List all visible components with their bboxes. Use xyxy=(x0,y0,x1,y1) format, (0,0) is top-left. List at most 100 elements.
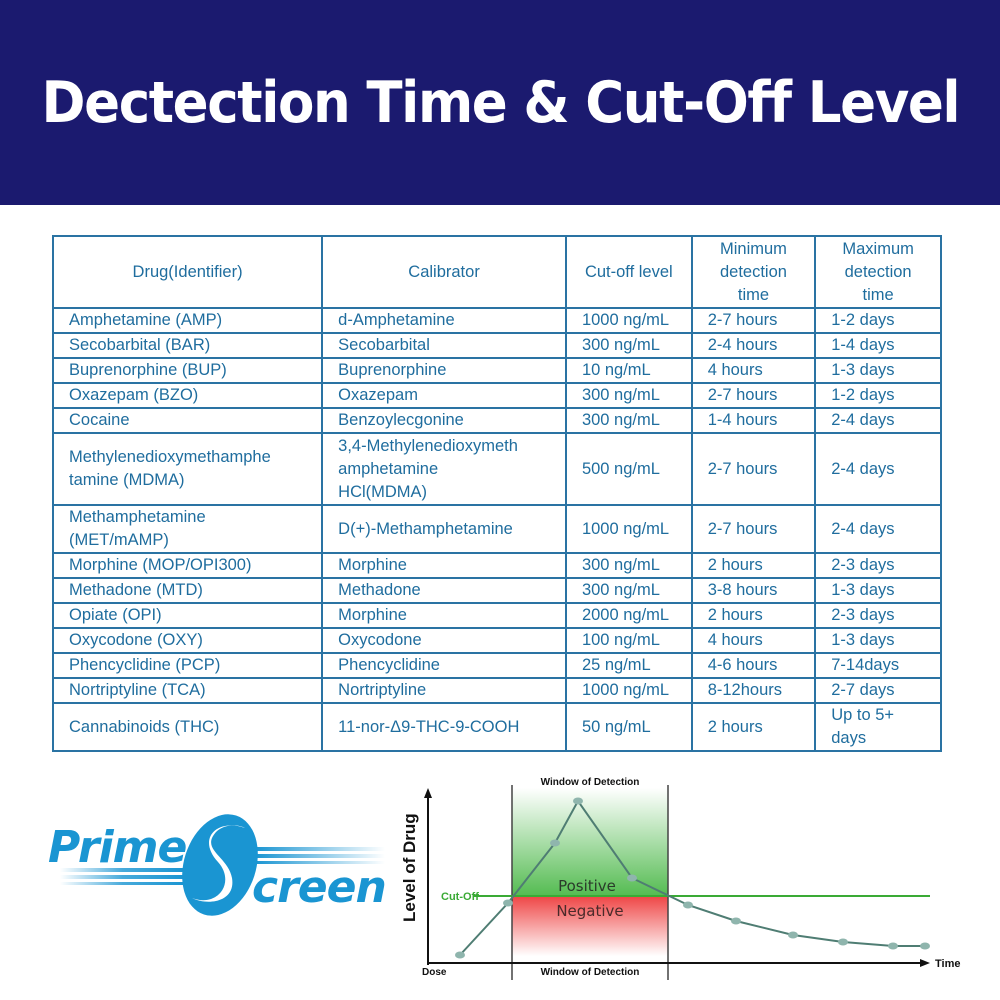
cell-drug: Nortriptyline (TCA) xyxy=(51,677,324,704)
cell-cutoff: 300 ng/mL xyxy=(564,332,693,359)
cell-cutoff: 1000 ng/mL xyxy=(564,677,693,704)
table-header-row: Drug(Identifier) Calibrator Cut-off leve… xyxy=(51,235,942,309)
y-axis-arrow-icon xyxy=(424,788,432,798)
cell-drug: Oxycodone (OXY) xyxy=(51,627,324,654)
cell-max: 1-4 days xyxy=(814,332,942,359)
negative-label: Negative xyxy=(556,902,623,920)
cell-cutoff: 300 ng/mL xyxy=(564,552,693,579)
logo-word-creen: creen xyxy=(252,862,386,913)
cell-drug: Amphetamine (AMP) xyxy=(51,307,324,334)
table-row: Buprenorphine (BUP) Buprenorphine 10 ng/… xyxy=(51,357,942,384)
cell-min: 4 hours xyxy=(690,627,817,654)
cell-max: 1-3 days xyxy=(814,577,942,604)
cell-max: 2-3 days xyxy=(814,602,942,629)
cell-min: 2 hours xyxy=(690,552,817,579)
cell-min: 2-4 hours xyxy=(690,332,817,359)
cell-calibrator: Benzoylecgonine xyxy=(321,407,567,434)
cell-max: 2-4 days xyxy=(814,407,942,434)
cell-cutoff: 50 ng/mL xyxy=(564,702,693,752)
cell-max: 2-4 days xyxy=(814,432,942,506)
header-line: time xyxy=(737,285,770,304)
cell-drug: Cocaine xyxy=(51,407,324,434)
cell-max: 1-3 days xyxy=(814,627,942,654)
negative-region xyxy=(512,896,668,956)
cell-min: 3-8 hours xyxy=(690,577,817,604)
cell-cutoff: 300 ng/mL xyxy=(564,577,693,604)
cell-cutoff: 1000 ng/mL xyxy=(564,307,693,334)
header-line: Minimum xyxy=(720,239,787,258)
header-line: detection xyxy=(844,262,912,281)
column-header-min-detection: Minimum detection time xyxy=(690,235,817,309)
column-header-drug: Drug(Identifier) xyxy=(51,235,324,309)
cell-calibrator: Secobarbital xyxy=(321,332,567,359)
table-row: Secobarbital (BAR) Secobarbital 300 ng/m… xyxy=(51,332,942,359)
cell-line: amphetamine xyxy=(338,459,439,478)
window-label-top: Window of Detection xyxy=(541,777,640,788)
cell-max: 1-3 days xyxy=(814,357,942,384)
cell-line: Methylenedioxymethamphe xyxy=(69,448,271,466)
cell-drug: Morphine (MOP/OPI300) xyxy=(51,552,324,579)
time-axis-label: Time xyxy=(935,958,960,970)
cell-min: 2-7 hours xyxy=(690,307,817,334)
table-row: Morphine (MOP/OPI300) Morphine 300 ng/mL… xyxy=(51,552,942,579)
cell-min: 8-12hours xyxy=(690,677,817,704)
cell-min: 4-6 hours xyxy=(690,652,817,679)
cell-min: 2 hours xyxy=(690,602,817,629)
header-line: time xyxy=(862,285,894,304)
cell-calibrator: Oxazepam xyxy=(321,382,567,409)
cell-cutoff: 1000 ng/mL xyxy=(564,504,693,554)
cutoff-label: Cut-Off xyxy=(441,891,479,903)
x-axis-arrow-icon xyxy=(920,959,930,967)
cell-calibrator: Buprenorphine xyxy=(321,357,567,384)
cell-line: Methamphetamine xyxy=(69,508,206,526)
cell-drug: Secobarbital (BAR) xyxy=(51,332,324,359)
positive-region xyxy=(512,788,668,896)
table-row: Methadone (MTD) Methadone 300 ng/mL 3-8 … xyxy=(51,577,942,604)
table-row: Methylenedioxymethamphe tamine (MDMA) 3,… xyxy=(51,432,942,506)
cell-calibrator: D(+)-Methamphetamine xyxy=(321,504,567,554)
table-row: Cannabinoids (THC) 11-nor-Δ9-THC-9-COOH … xyxy=(51,702,942,752)
table-row: Cocaine Benzoylecgonine 300 ng/mL 1-4 ho… xyxy=(51,407,942,434)
dose-label: Dose xyxy=(422,967,447,978)
cell-min: 1-4 hours xyxy=(690,407,817,434)
cell-min: 2-7 hours xyxy=(690,432,817,506)
header-line: Maximum xyxy=(842,239,914,258)
cell-cutoff: 10 ng/mL xyxy=(564,357,693,384)
cell-max: 7-14days xyxy=(814,652,942,679)
cell-drug: Opiate (OPI) xyxy=(51,602,324,629)
cell-calibrator: 3,4-Methylenedioxymeth amphetamine HCl(M… xyxy=(321,432,567,506)
logo-word-prime: Prime xyxy=(48,822,187,873)
cell-line: HCl(MDMA) xyxy=(338,482,428,501)
window-label-bottom: Window of Detection xyxy=(541,967,640,978)
cell-min: 2 hours xyxy=(690,702,817,752)
cell-calibrator: Oxycodone xyxy=(321,627,567,654)
cell-min: 4 hours xyxy=(690,357,817,384)
column-header-cutoff: Cut-off level xyxy=(564,235,693,309)
cell-line: days xyxy=(831,729,867,747)
cell-calibrator: d-Amphetamine xyxy=(321,307,567,334)
cell-cutoff: 500 ng/mL xyxy=(564,432,693,506)
column-header-max-detection: Maximum detection time xyxy=(814,235,942,309)
cell-drug: Buprenorphine (BUP) xyxy=(51,357,324,384)
table-row: Opiate (OPI) Morphine 2000 ng/mL 2 hours… xyxy=(51,602,942,629)
cell-drug: Phencyclidine (PCP) xyxy=(51,652,324,679)
cell-calibrator: Phencyclidine xyxy=(321,652,567,679)
cell-max: 2-4 days xyxy=(814,504,942,554)
cell-line: (MET/mAMP) xyxy=(69,531,169,549)
cell-cutoff: 100 ng/mL xyxy=(564,627,693,654)
title-banner: Dectection Time & Cut-Off Level xyxy=(0,0,1000,205)
cell-max: 2-7 days xyxy=(814,677,942,704)
speed-stripes-left xyxy=(60,868,185,885)
cell-calibrator: Nortriptyline xyxy=(321,677,567,704)
cell-min: 2-7 hours xyxy=(690,504,817,554)
table-row: Phencyclidine (PCP) Phencyclidine 25 ng/… xyxy=(51,652,942,679)
cell-drug: Cannabinoids (THC) xyxy=(51,702,324,752)
primescreen-logo: Prime creen xyxy=(48,814,387,916)
cell-max: 2-3 days xyxy=(814,552,942,579)
cell-max: 1-2 days xyxy=(814,382,942,409)
cell-line: tamine (MDMA) xyxy=(69,471,185,489)
curve-data-points xyxy=(455,797,930,959)
cell-calibrator: Morphine xyxy=(321,552,567,579)
cell-max: 1-2 days xyxy=(814,307,942,334)
cell-cutoff: 25 ng/mL xyxy=(564,652,693,679)
